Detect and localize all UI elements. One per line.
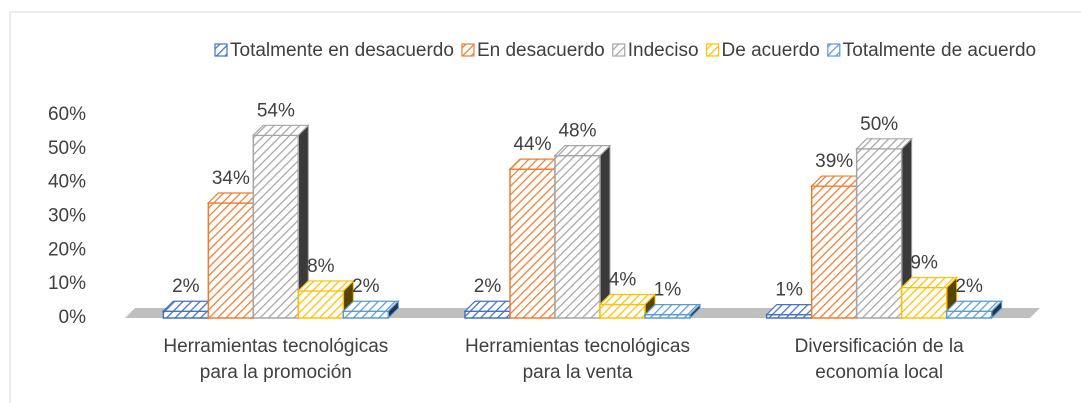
legend-swatch — [214, 43, 228, 57]
bar-top — [296, 280, 355, 292]
bar — [900, 286, 948, 319]
data-label: 34% — [212, 168, 250, 189]
legend-label: De acuerdo — [722, 40, 820, 61]
x-tick-label: Diversificación de la economía local — [794, 336, 964, 383]
x-tick-label: Herramientas tecnológicas para la promoc… — [163, 336, 389, 383]
data-label: 2% — [955, 276, 983, 297]
legend-label: En desacuerdo — [477, 40, 605, 61]
data-label: 54% — [257, 100, 295, 121]
bar-side — [599, 144, 611, 320]
legend-swatch — [461, 43, 475, 57]
data-label: 50% — [860, 114, 898, 135]
bar — [252, 134, 300, 319]
bar-top — [643, 304, 702, 316]
bar — [464, 310, 511, 319]
bar — [945, 310, 993, 319]
data-label: 4% — [609, 269, 637, 290]
legend-swatch — [705, 43, 720, 57]
legend-label: Totalmente en desacuerdo — [230, 40, 454, 61]
data-label: 39% — [815, 151, 853, 172]
bar-top — [598, 293, 657, 306]
bar-top — [855, 138, 914, 150]
bar — [810, 185, 858, 319]
bar — [342, 310, 390, 319]
y-tick-label: 40% — [48, 172, 86, 193]
bar — [599, 303, 646, 319]
legend-swatch — [827, 43, 841, 57]
bar-top — [251, 124, 310, 136]
data-label: 9% — [910, 253, 938, 274]
legend-label: Totalmente de acuerdo — [843, 40, 1036, 61]
bar — [162, 310, 210, 319]
y-tick-label: 60% — [48, 104, 86, 125]
data-label: 2% — [474, 276, 502, 297]
bar — [855, 148, 903, 319]
legend-swatch — [612, 43, 626, 57]
legend-label: Indeciso — [628, 40, 699, 61]
data-label: 48% — [558, 121, 596, 142]
y-tick-label: 0% — [59, 307, 87, 328]
y-tick-label: 10% — [48, 273, 86, 294]
bar-top — [553, 145, 612, 157]
bar — [554, 154, 601, 319]
data-label: 2% — [352, 276, 380, 297]
data-label: 1% — [654, 280, 682, 301]
bar — [207, 202, 255, 319]
bar-top — [945, 300, 1004, 312]
bar — [509, 168, 556, 319]
bar-top — [341, 300, 400, 312]
data-label: 1% — [775, 280, 803, 301]
bar — [297, 290, 345, 319]
chart-frame — [9, 11, 1081, 403]
data-label: 8% — [307, 256, 335, 277]
y-tick-label: 50% — [48, 138, 86, 159]
data-label: 44% — [513, 134, 551, 155]
y-tick-label: 20% — [48, 239, 86, 260]
bar-top — [900, 276, 959, 289]
data-label: 2% — [172, 276, 200, 297]
y-tick-label: 30% — [48, 206, 86, 227]
x-tick-label: Herramientas tecnológicas para la venta — [465, 336, 690, 383]
